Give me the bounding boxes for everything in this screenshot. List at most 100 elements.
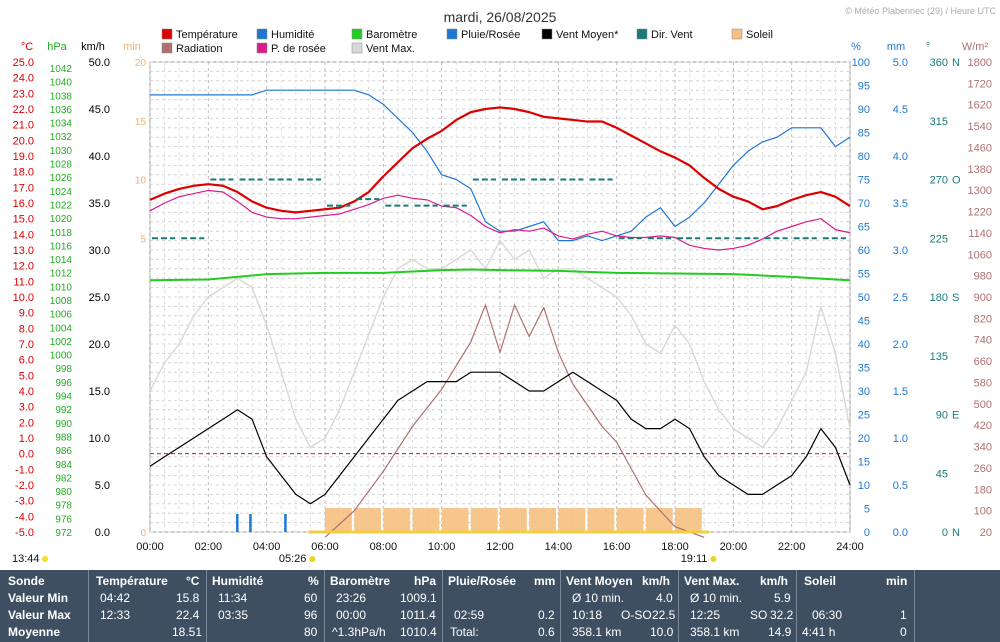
- rain-tick: 5.0: [893, 57, 908, 69]
- hum-tick: 85: [858, 128, 870, 140]
- sun-tick: 10: [135, 176, 147, 187]
- sunset-icon: [710, 556, 717, 562]
- sunshine-bar: [587, 508, 615, 532]
- baro-tick: 1038: [50, 91, 73, 102]
- dir-cardinal: N: [952, 527, 960, 539]
- rain-tick: 3.0: [893, 245, 908, 257]
- temp-tick: 17.0: [13, 182, 34, 194]
- legend-label: Radiation: [176, 43, 222, 55]
- hum-tick: 55: [858, 269, 870, 281]
- hum-tick: 20: [858, 433, 870, 445]
- baro-tick: 978: [55, 501, 72, 512]
- wind-max-max-dir: SO: [750, 608, 768, 622]
- rain-bar: [236, 514, 239, 532]
- baro-tick: 984: [55, 460, 72, 471]
- hum-tick: 15: [858, 457, 870, 469]
- legend-swatch: [351, 42, 363, 54]
- x-tick: 00:00: [136, 541, 164, 553]
- baro-max-time: 00:00: [336, 608, 367, 622]
- rain-tick: 4.5: [893, 104, 908, 116]
- column-divider: [678, 570, 679, 642]
- wind-avg-max-dir: O-SO: [621, 608, 652, 622]
- x-tick: 08:00: [370, 541, 398, 553]
- rad-tick: 580: [974, 377, 992, 389]
- axis-unit-dir: °: [926, 41, 930, 53]
- baro-max-value: 1011.4: [400, 608, 436, 622]
- wind-avg-avg-value: 10.0: [650, 625, 674, 639]
- legend-swatch: [541, 28, 553, 40]
- rad-tick: 980: [974, 271, 992, 283]
- temp-min-time: 04:42: [100, 591, 131, 605]
- rad-tick: 340: [974, 442, 992, 454]
- temp-avg-value: 18.51: [172, 625, 203, 639]
- rain-tick: 4.0: [893, 151, 908, 163]
- rain-bar: [284, 514, 287, 532]
- baro-trend: ^1.3hPa/h: [332, 625, 386, 639]
- temp-tick: 2.0: [19, 417, 34, 429]
- temp-tick: 3.0: [19, 402, 34, 414]
- baro-tick: 976: [55, 514, 72, 525]
- temp-tick: -2.0: [15, 480, 34, 492]
- dir-cardinal: S: [952, 292, 959, 304]
- rain-tick: 1.5: [893, 386, 908, 398]
- rain-tick: 2.0: [893, 339, 908, 351]
- temp-tick: 9.0: [19, 308, 34, 320]
- hum-min-value: 60: [304, 591, 318, 605]
- rain-max-value: 0.2: [538, 608, 555, 622]
- hum-header: Humidité: [212, 574, 264, 588]
- wind-tick: 35.0: [89, 198, 110, 210]
- dir-tick: 180: [930, 292, 948, 304]
- x-tick: 02:00: [195, 541, 223, 553]
- temp-tick: -3.0: [15, 496, 34, 508]
- hum-tick: 100: [852, 57, 870, 69]
- summary-avg-row: Moyenne 18.51 80 ^1.3hPa/h 1010.4 Total:…: [0, 624, 1000, 641]
- summary-table: Sonde Température °C Humidité % Baromètr…: [0, 570, 1000, 642]
- dir-tick: 90: [936, 410, 948, 422]
- rad-tick: 260: [974, 463, 992, 475]
- baro-tick: 1028: [50, 160, 73, 171]
- sunshine-bar: [616, 508, 644, 532]
- hum-tick: 45: [858, 316, 870, 328]
- axis-unit-wind: km/h: [81, 41, 105, 53]
- wind-tick: 40.0: [89, 151, 110, 163]
- temp-tick: 4.0: [19, 386, 34, 398]
- column-divider: [206, 570, 207, 642]
- rain-bar: [249, 514, 252, 532]
- x-tick: 20:00: [720, 541, 748, 553]
- legend-swatch: [731, 28, 743, 40]
- wind-avg-header: Vent Moyen: [566, 574, 633, 588]
- x-tick: 14:00: [545, 541, 573, 553]
- legend-swatch: [161, 42, 173, 54]
- dir-cardinal: E: [952, 410, 959, 422]
- wind-avg-min-value: 4.0: [656, 591, 673, 605]
- wind-max-header: Vent Max.: [684, 574, 740, 588]
- temp-tick: 19.0: [13, 151, 34, 163]
- hum-tick: 70: [858, 198, 870, 210]
- temp-tick: -4.0: [15, 511, 34, 523]
- wind-avg-min-time: Ø 10 min.: [572, 591, 625, 605]
- rad-tick: 1220: [968, 207, 992, 219]
- sun-max-value: 1: [900, 608, 907, 622]
- x-tick: 24:00: [836, 541, 864, 553]
- column-divider: [796, 570, 797, 642]
- sun-tick: 0: [140, 528, 146, 539]
- baro-tick: 994: [55, 392, 72, 403]
- credit-text: © Météo Plabennec (29) / Heure UTC: [845, 6, 996, 16]
- moon-time: 13:44: [12, 553, 40, 565]
- legend-label: Soleil: [746, 29, 773, 41]
- temp-tick: 12.0: [13, 261, 34, 273]
- hum-tick: 75: [858, 175, 870, 187]
- wind-avg-max-time: 10:18: [572, 608, 603, 622]
- sunshine-bar: [500, 508, 527, 532]
- radiation-line: [324, 304, 705, 538]
- baro-tick: 990: [55, 419, 72, 430]
- wind-tick: 25.0: [89, 292, 110, 304]
- wind-max-unit: km/h: [760, 574, 789, 588]
- temp-tick: 14.0: [13, 229, 34, 241]
- x-tick: 18:00: [661, 541, 689, 553]
- hum-tick: 90: [858, 104, 870, 116]
- wind-max-min-value: 5.9: [774, 591, 791, 605]
- sunshine-bar: [412, 508, 440, 532]
- row-label: Sonde: [8, 574, 45, 588]
- wind-tick: 10.0: [89, 433, 110, 445]
